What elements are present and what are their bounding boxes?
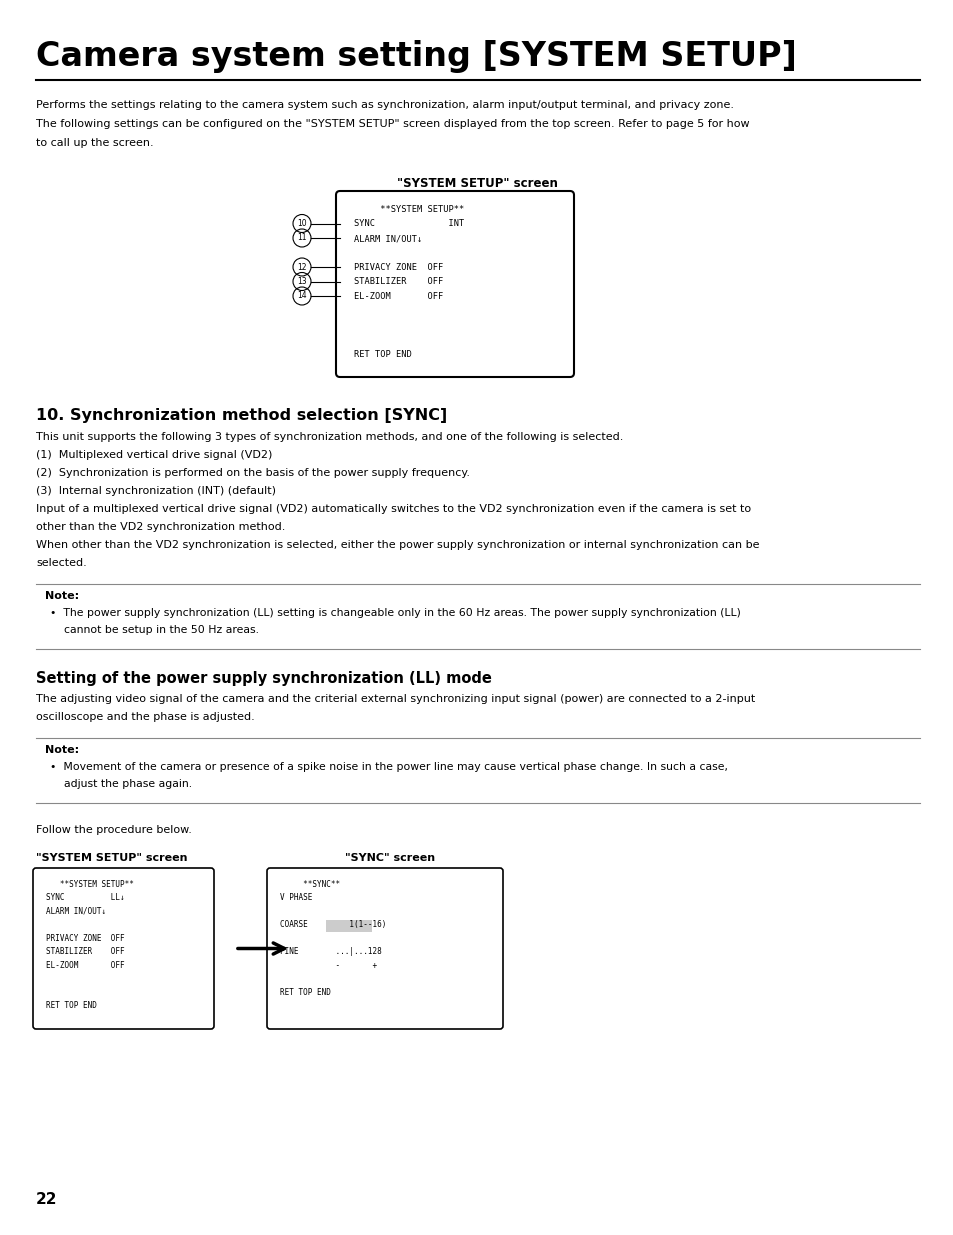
Text: SYNC          LL↓: SYNC LL↓ xyxy=(46,893,125,903)
Text: **SYSTEM SETUP**: **SYSTEM SETUP** xyxy=(354,205,464,214)
Text: This unit supports the following 3 types of synchronization methods, and one of : This unit supports the following 3 types… xyxy=(36,432,622,442)
Text: 22: 22 xyxy=(36,1192,57,1207)
Text: •  Movement of the camera or presence of a spike noise in the power line may cau: • Movement of the camera or presence of … xyxy=(50,762,727,772)
Text: oscilloscope and the phase is adjusted.: oscilloscope and the phase is adjusted. xyxy=(36,713,254,722)
Text: "SYSTEM SETUP" screen: "SYSTEM SETUP" screen xyxy=(396,177,557,190)
Text: "SYNC" screen: "SYNC" screen xyxy=(345,853,435,863)
FancyBboxPatch shape xyxy=(335,191,574,377)
Text: When other than the VD2 synchronization is selected, either the power supply syn: When other than the VD2 synchronization … xyxy=(36,540,759,550)
Text: The following settings can be configured on the "SYSTEM SETUP" screen displayed : The following settings can be configured… xyxy=(36,119,749,128)
Text: PRIVACY ZONE  OFF: PRIVACY ZONE OFF xyxy=(354,263,443,272)
Text: (2)  Synchronization is performed on the basis of the power supply frequency.: (2) Synchronization is performed on the … xyxy=(36,468,470,478)
Text: other than the VD2 synchronization method.: other than the VD2 synchronization metho… xyxy=(36,522,285,532)
FancyBboxPatch shape xyxy=(33,868,213,1029)
Text: •  The power supply synchronization (LL) setting is changeable only in the 60 Hz: • The power supply synchronization (LL) … xyxy=(50,608,740,618)
Text: cannot be setup in the 50 Hz areas.: cannot be setup in the 50 Hz areas. xyxy=(50,625,258,635)
FancyBboxPatch shape xyxy=(267,868,502,1029)
Text: Performs the settings relating to the camera system such as synchronization, ala: Performs the settings relating to the ca… xyxy=(36,100,733,110)
Text: ALARM IN/OUT↓: ALARM IN/OUT↓ xyxy=(354,233,422,243)
Text: RET TOP END: RET TOP END xyxy=(354,350,412,359)
Text: COARSE         1(1--16): COARSE 1(1--16) xyxy=(280,920,386,930)
Text: to call up the screen.: to call up the screen. xyxy=(36,138,153,148)
Text: Input of a multiplexed vertical drive signal (VD2) automatically switches to the: Input of a multiplexed vertical drive si… xyxy=(36,504,750,514)
Text: Follow the procedure below.: Follow the procedure below. xyxy=(36,825,192,835)
Text: Camera system setting [SYSTEM SETUP]: Camera system setting [SYSTEM SETUP] xyxy=(36,40,796,73)
FancyBboxPatch shape xyxy=(326,920,372,931)
Text: 10. Synchronization method selection [SYNC]: 10. Synchronization method selection [SY… xyxy=(36,408,447,424)
Text: **SYSTEM SETUP**: **SYSTEM SETUP** xyxy=(46,881,133,889)
Text: Setting of the power supply synchronization (LL) mode: Setting of the power supply synchronizat… xyxy=(36,671,492,685)
Text: 14: 14 xyxy=(297,291,307,300)
Text: Note:: Note: xyxy=(45,592,79,601)
Text: V PHASE: V PHASE xyxy=(280,893,312,903)
Text: SYNC              INT: SYNC INT xyxy=(354,220,464,228)
Text: FINE        ...|...128: FINE ...|...128 xyxy=(280,947,381,956)
Text: EL-ZOOM       OFF: EL-ZOOM OFF xyxy=(354,291,443,301)
Text: 12: 12 xyxy=(297,263,307,272)
Text: RET TOP END: RET TOP END xyxy=(46,1002,97,1010)
Text: adjust the phase again.: adjust the phase again. xyxy=(50,779,192,789)
Text: The adjusting video signal of the camera and the criterial external synchronizin: The adjusting video signal of the camera… xyxy=(36,694,755,704)
Text: Note:: Note: xyxy=(45,745,79,755)
Text: 11: 11 xyxy=(297,233,307,242)
Text: -       +: - + xyxy=(280,961,376,969)
Text: "SYSTEM SETUP" screen: "SYSTEM SETUP" screen xyxy=(36,853,188,863)
Text: ALARM IN/OUT↓: ALARM IN/OUT↓ xyxy=(46,906,106,916)
Text: selected.: selected. xyxy=(36,558,87,568)
Text: STABILIZER    OFF: STABILIZER OFF xyxy=(354,278,443,287)
Text: (1)  Multiplexed vertical drive signal (VD2): (1) Multiplexed vertical drive signal (V… xyxy=(36,450,273,459)
Text: 13: 13 xyxy=(297,277,307,287)
Text: RET TOP END: RET TOP END xyxy=(280,988,331,997)
Text: 10: 10 xyxy=(297,219,307,228)
Text: EL-ZOOM       OFF: EL-ZOOM OFF xyxy=(46,961,125,969)
Text: PRIVACY ZONE  OFF: PRIVACY ZONE OFF xyxy=(46,934,125,944)
Text: (3)  Internal synchronization (INT) (default): (3) Internal synchronization (INT) (defa… xyxy=(36,487,275,496)
Text: **SYNC**: **SYNC** xyxy=(280,881,340,889)
Text: STABILIZER    OFF: STABILIZER OFF xyxy=(46,947,125,956)
